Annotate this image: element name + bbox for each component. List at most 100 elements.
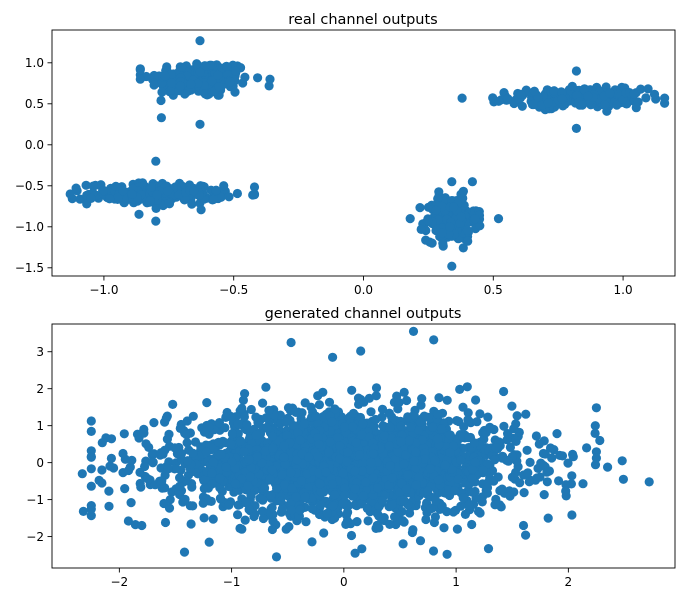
scatter-point <box>371 391 381 401</box>
scatter-point <box>430 455 440 466</box>
scatter-point <box>190 437 201 447</box>
scatter-point <box>348 422 358 432</box>
scatter-point <box>321 467 331 477</box>
scatter-point <box>151 216 161 226</box>
scatter-point <box>552 429 562 439</box>
x-tick-label: −2 <box>110 575 128 589</box>
scatter-point <box>324 447 334 457</box>
scatter-point <box>605 88 615 98</box>
scatter-points <box>77 326 654 562</box>
scatter-point <box>226 439 236 449</box>
x-tick-label: 0 <box>340 575 348 589</box>
scatter-point <box>368 448 378 459</box>
scatter-point <box>377 496 387 506</box>
scatter-point <box>216 449 226 459</box>
scatter-point <box>529 86 540 96</box>
scatter-point <box>591 453 602 463</box>
axes-frame <box>51 323 676 569</box>
scatter-point <box>338 468 348 478</box>
scatter-point <box>423 216 433 226</box>
scatter-point <box>86 501 96 511</box>
scatter-point <box>384 441 395 451</box>
scatter-point <box>409 410 419 420</box>
scatter-point <box>458 186 468 196</box>
scatter-points <box>65 36 670 271</box>
scatter-point <box>357 466 367 476</box>
scatter-point <box>266 490 276 500</box>
scatter-point <box>491 443 501 453</box>
scatter-point <box>433 194 443 204</box>
scatter-point <box>460 509 470 519</box>
scatter-point <box>163 464 173 474</box>
scatter-point <box>105 461 115 471</box>
scatter-point <box>221 412 231 422</box>
scatter-point <box>168 399 178 409</box>
scatter-point <box>456 501 466 511</box>
scatter-point <box>327 479 338 489</box>
scatter-point <box>237 403 247 413</box>
scatter-point <box>475 409 485 419</box>
scatter-point <box>160 517 171 528</box>
scatter-point <box>78 506 88 516</box>
scatter-point <box>186 519 196 529</box>
scatter-point <box>462 225 472 235</box>
scatter-point <box>535 472 545 482</box>
scatter-point <box>86 416 96 426</box>
scatter-point <box>618 474 629 484</box>
y-tick-label: −0.5 <box>15 179 44 193</box>
scatter-point <box>277 470 287 480</box>
scatter-point <box>225 77 235 87</box>
scatter-point <box>231 66 241 76</box>
x-tick-label: −1 <box>223 575 241 589</box>
scatter-point <box>104 501 114 511</box>
scatter-point <box>456 211 466 222</box>
scatter-point <box>415 536 426 546</box>
scatter-point <box>339 422 350 432</box>
scatter-point <box>423 486 433 496</box>
y-tick-label: 0.0 <box>25 138 44 152</box>
scatter-point <box>277 504 287 514</box>
scatter-point <box>440 460 450 470</box>
scatter-point <box>232 188 242 199</box>
scatter-point <box>649 89 660 99</box>
scatter-point <box>157 87 167 97</box>
scatter-point <box>567 471 577 481</box>
scatter-point <box>195 36 205 46</box>
scatter-point <box>577 100 587 110</box>
scatter-point <box>86 510 96 521</box>
scatter-point <box>241 498 251 508</box>
scatter-point <box>591 403 602 413</box>
scatter-point <box>459 422 469 432</box>
scatter-point <box>182 438 192 448</box>
scatter-point <box>432 409 443 419</box>
scatter-point <box>524 477 534 487</box>
scatter-point <box>419 454 430 464</box>
scatter-point <box>437 228 447 238</box>
scatter-point <box>215 473 225 484</box>
scatter-point <box>221 462 231 472</box>
scatter-point <box>448 507 458 517</box>
scatter-point <box>366 407 376 417</box>
scatter-point <box>236 474 247 484</box>
scatter-point <box>385 461 395 471</box>
scatter-point <box>467 474 477 484</box>
scatter-point <box>65 189 75 199</box>
scatter-point <box>295 505 305 515</box>
scatter-point <box>86 426 96 436</box>
scatter-point <box>164 503 175 513</box>
scatter-point <box>379 431 389 441</box>
scatter-point <box>399 387 409 397</box>
scatter-point <box>442 507 452 517</box>
scatter-point <box>399 459 409 469</box>
scatter-point <box>617 456 627 466</box>
scatter-point <box>149 418 159 428</box>
scatter-point <box>146 182 156 192</box>
scatter-point <box>368 473 378 483</box>
scatter-point <box>393 404 403 414</box>
scatter-point <box>542 467 552 477</box>
scatter-point <box>251 412 261 422</box>
scatter-point <box>200 61 210 71</box>
scatter-point <box>475 221 485 231</box>
scatter-point <box>162 186 173 196</box>
scatter-point <box>239 412 249 422</box>
